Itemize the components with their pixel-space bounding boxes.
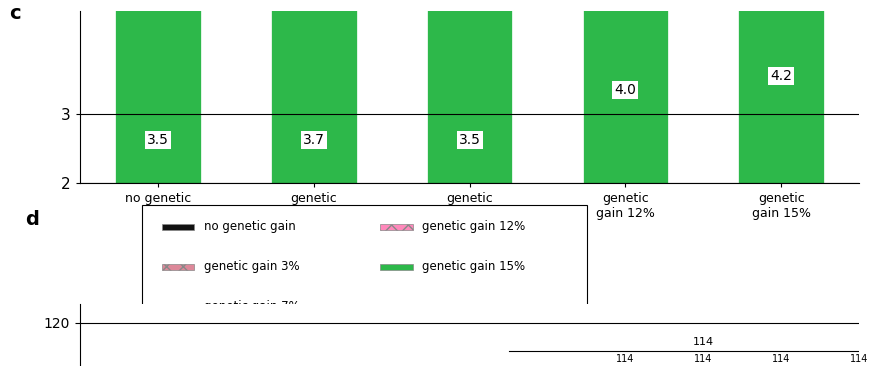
Bar [161,264,194,270]
Text: 4.0: 4.0 [614,83,636,97]
Bar [738,0,824,183]
Bar [380,264,413,270]
Text: no genetic gain: no genetic gain [204,220,295,234]
Text: 114: 114 [693,337,714,347]
Bar [115,0,201,183]
Text: genetic gain 12%: genetic gain 12% [422,220,525,234]
Text: 3.5: 3.5 [459,133,480,147]
Bar [380,224,413,230]
Text: c: c [9,4,20,23]
Text: genetic gain 7%: genetic gain 7% [204,300,299,313]
Bar [161,303,194,310]
Bar [271,0,357,183]
Bar [142,205,587,336]
Text: genetic gain 15%: genetic gain 15% [422,260,525,273]
Text: genetic gain 3%: genetic gain 3% [204,260,299,273]
Text: 114: 114 [851,354,868,364]
Bar [161,224,194,230]
Text: 3.7: 3.7 [303,133,325,147]
Text: 4.2: 4.2 [770,69,792,83]
Text: d: d [25,210,39,229]
Bar [427,0,512,183]
Text: 3.5: 3.5 [147,133,169,147]
Text: 114: 114 [695,354,712,364]
Bar [582,0,668,183]
Text: 114: 114 [617,354,634,364]
Text: 114: 114 [773,354,790,364]
